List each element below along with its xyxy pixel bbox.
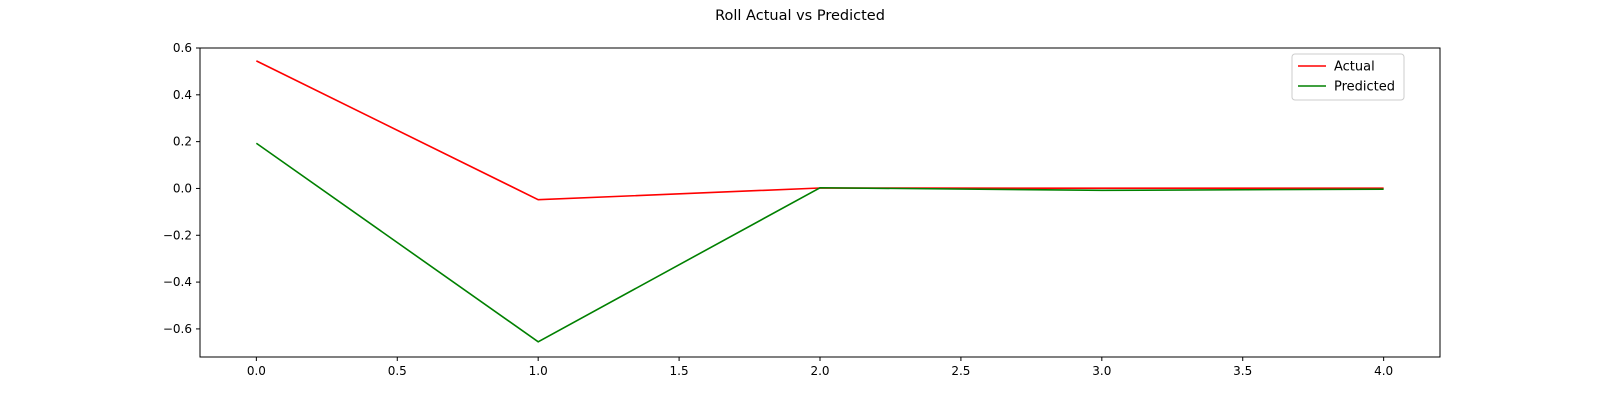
y-tick-label: 0.6 xyxy=(173,41,192,55)
x-tick-label: 0.5 xyxy=(388,364,407,378)
x-tick-label: 1.0 xyxy=(529,364,548,378)
x-tick-label: 1.5 xyxy=(670,364,689,378)
legend: Actual Predicted xyxy=(1291,53,1405,101)
series-line-predicted xyxy=(255,142,1384,343)
x-tick-label: 3.5 xyxy=(1233,364,1252,378)
legend-label-predicted: Predicted xyxy=(1334,80,1395,95)
x-tick-label: 4.0 xyxy=(1374,364,1393,378)
x-tick-label: 2.5 xyxy=(951,364,970,378)
y-tick-label: −0.4 xyxy=(163,275,192,289)
y-tick-label: −0.2 xyxy=(163,228,192,242)
legend-label-actual: Actual xyxy=(1334,60,1375,75)
chart-title: Roll Actual vs Predicted xyxy=(715,8,885,24)
plot-frame xyxy=(199,47,1441,358)
x-tick-label: 2.0 xyxy=(810,364,829,378)
x-tick-label: 0.0 xyxy=(247,364,266,378)
series-lines xyxy=(255,60,1384,343)
axis-ticks: 0.0 0.5 1.0 1.5 2.0 2.5 3.0 3.5 4.0 −0.6 −0.4 −0.2 0… xyxy=(163,41,1393,378)
y-tick-label: 0.2 xyxy=(173,135,192,149)
y-tick-label: 0.0 xyxy=(173,181,192,195)
y-tick-label: −0.6 xyxy=(163,322,192,336)
y-tick-label: 0.4 xyxy=(173,88,192,102)
x-tick-label: 3.0 xyxy=(1092,364,1111,378)
series-line-actual xyxy=(256,60,1384,201)
